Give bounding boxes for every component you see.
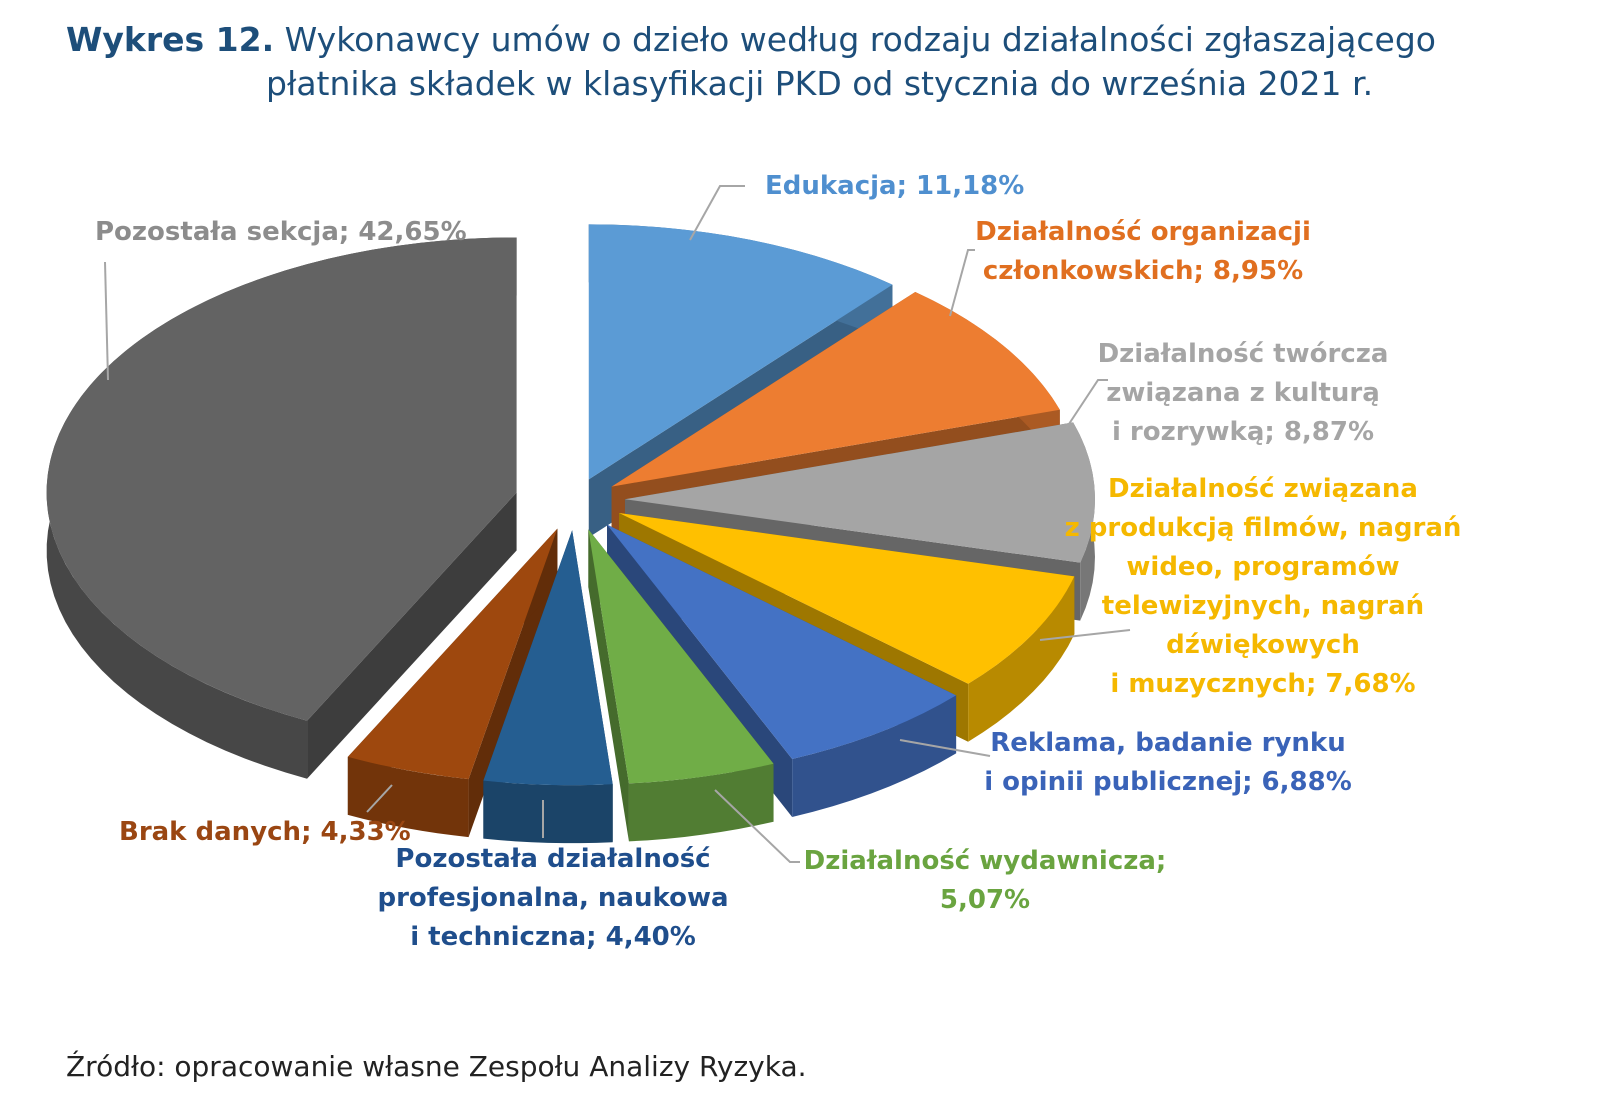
slice-label-line: i techniczna; 4,40%: [410, 922, 696, 952]
chart-title-line2: płatnika składek w klasyfikacji PKD od s…: [266, 64, 1374, 103]
pie-slice-rim: [968, 576, 1075, 742]
slice-label-line: Reklama, badanie rynku: [990, 728, 1345, 758]
slice-label-line: wideo, programów: [1126, 552, 1399, 582]
pie-slice: [588, 529, 774, 842]
slice-label: Działalność wydawnicza; 5,07%: [804, 846, 1167, 915]
pie-slice-top: [588, 224, 893, 480]
pie-slice-top: [619, 513, 1075, 684]
leader-lines: [104, 185, 1131, 863]
leader-line: [1064, 379, 1108, 431]
pie-slice-top: [46, 237, 517, 721]
slice-label: Działalność twórcza związana z kulturą i r…: [1098, 339, 1389, 447]
pie-slice-top: [624, 422, 1095, 563]
slice-label: Reklama, badanie rynku i opinii publiczne…: [984, 728, 1352, 797]
pie-slice: [347, 528, 558, 838]
slice-label: Brak danych; 4,33%: [119, 817, 411, 847]
slice-label: Działalność organizacji członkowskich; 8,…: [975, 217, 1311, 286]
pie-slices: [46, 224, 1095, 844]
pie-slice-top: [588, 529, 774, 784]
pie-slice: [483, 530, 613, 844]
slice-label-line: Działalność wydawnicza;: [804, 846, 1167, 876]
slice-label: Pozostała sekcja; 42,65%: [95, 217, 467, 247]
pie-slice-rim: [347, 756, 469, 838]
source-note: Źródło: opracowanie własne Zespołu Anali…: [66, 1050, 807, 1083]
pie-slice-top: [347, 528, 558, 780]
slice-label-line: członkowskich; 8,95%: [983, 256, 1303, 286]
pie-slice-top: [611, 291, 1060, 487]
pie-slice-rim: [483, 780, 613, 844]
slice-label-line: Pozostała sekcja; 42,65%: [95, 217, 467, 247]
slice-label-line: związana z kulturą: [1106, 378, 1380, 408]
slice-label-line: i opinii publicznej; 6,88%: [984, 767, 1352, 797]
pie-slice-top: [607, 524, 957, 759]
slice-label-line: i rozrywką; 8,87%: [1112, 417, 1374, 447]
chart-title-line1: Wykonawcy umów o dzieło według rodzaju d…: [284, 20, 1436, 59]
chart-title: Wykres 12. Wykonawcy umów o dzieło wedłu…: [66, 18, 1566, 106]
slice-label-line: Działalność twórcza: [1098, 339, 1389, 369]
slice-label-line: Edukacja; 11,18%: [765, 171, 1024, 201]
slice-label-line: Działalność organizacji: [975, 217, 1311, 247]
leader-line: [949, 249, 975, 317]
slice-label-line: Działalność związana: [1108, 474, 1418, 504]
slice-label-line: 5,07%: [940, 885, 1030, 915]
slice-label-line: Pozostała działalność: [395, 844, 710, 874]
slice-label-line: Brak danych; 4,33%: [119, 817, 411, 847]
leader-line: [899, 739, 991, 757]
leader-line: [366, 784, 393, 813]
slice-labels: Edukacja; 11,18% Działalność organizacji c…: [95, 171, 1461, 952]
slice-label-line: dźwiękowych: [1166, 630, 1360, 660]
slice-label: Działalność związana z produkcją filmów, …: [1065, 474, 1462, 699]
leader-line: [714, 789, 800, 863]
slice-label-line: telewizyjnych, nagrań: [1102, 591, 1424, 621]
slice-label-line: i muzycznych; 7,68%: [1110, 669, 1415, 699]
chart-title-lead: Wykres 12.: [66, 20, 275, 59]
slice-label-line: profesjonalna, naukowa: [377, 883, 728, 913]
leader-line: [104, 261, 109, 381]
leader-line: [689, 185, 745, 241]
pie-slice: [46, 237, 517, 779]
leader-line: [1039, 629, 1131, 641]
slice-label: Pozostała działalność profesjonalna, nauk…: [377, 844, 728, 952]
pie-slice-wall: [307, 492, 517, 779]
pie-slice-rim: [792, 695, 957, 817]
pie-slice-rim: [628, 763, 774, 842]
slice-label-line: z produkcją filmów, nagrań: [1065, 513, 1462, 543]
pie-slice-wall: [588, 529, 629, 842]
slice-label: Edukacja; 11,18%: [765, 171, 1024, 201]
pie-slice-top: [483, 530, 613, 786]
